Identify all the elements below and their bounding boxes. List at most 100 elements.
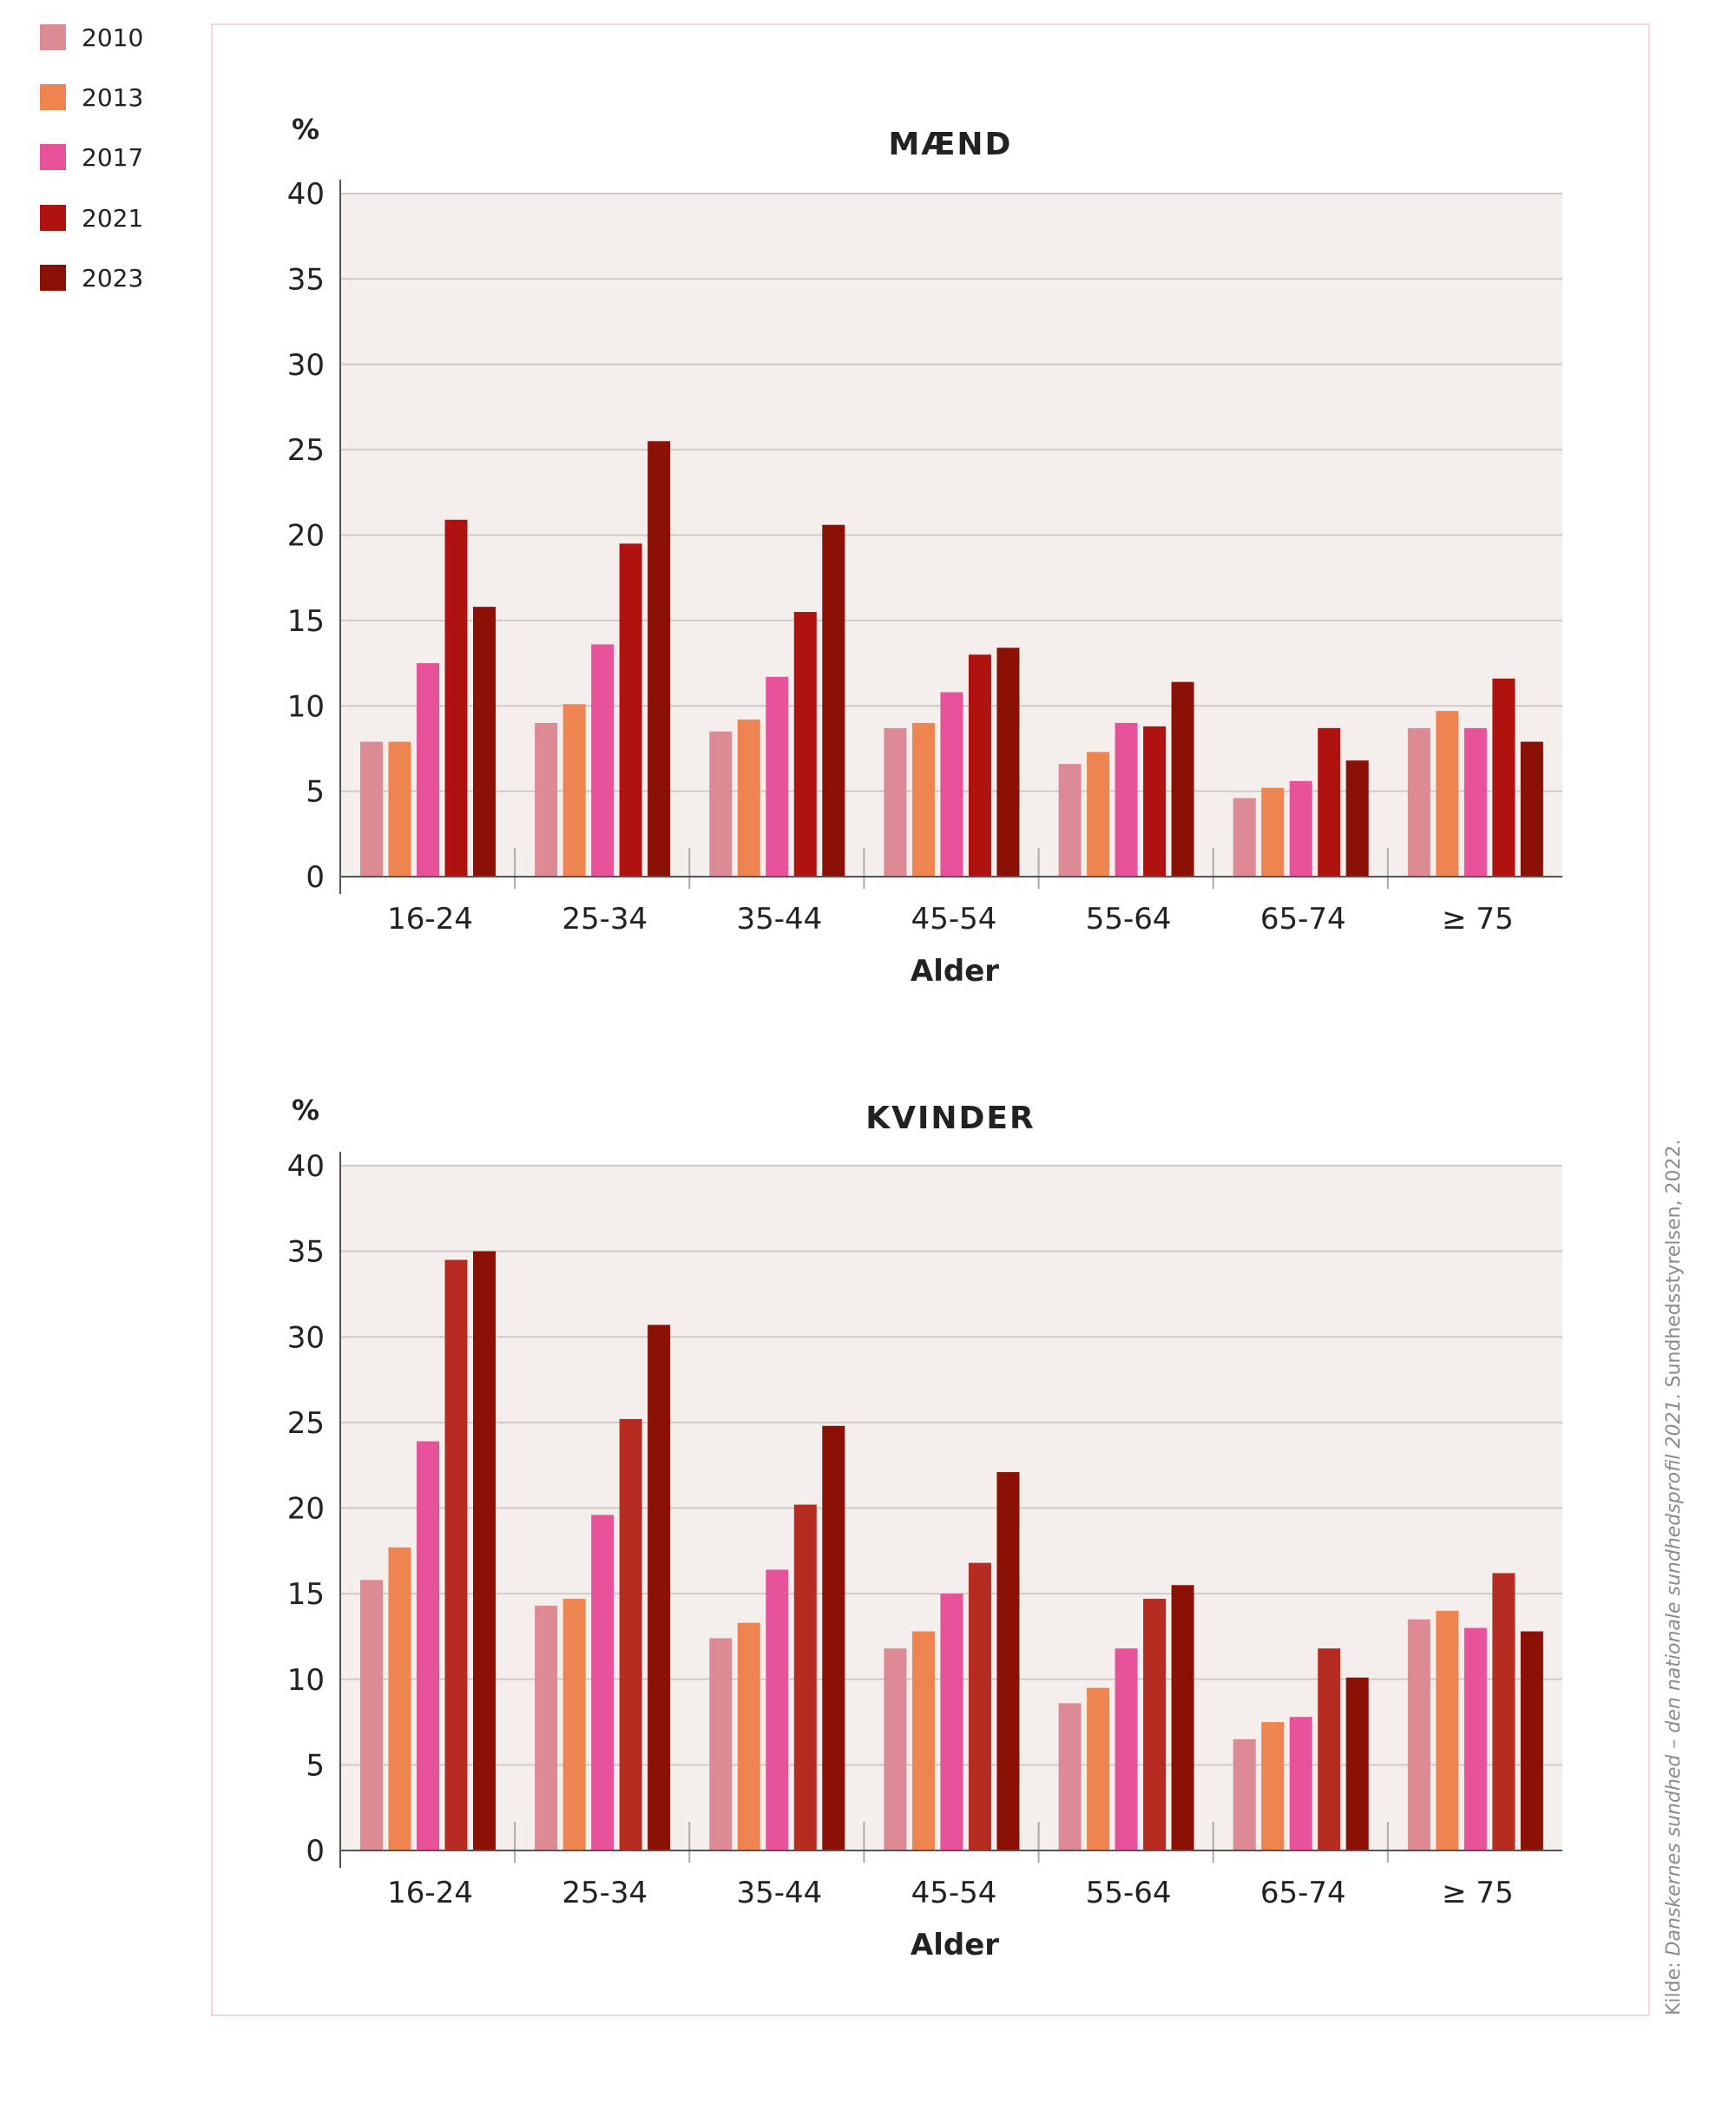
bar-2023-55-64 (1171, 681, 1194, 877)
bar-2021-≥ 75 (1492, 678, 1516, 877)
bar-2010-25-34 (535, 722, 558, 877)
bar-2023-25-34 (648, 1325, 671, 1850)
bar-2013-25-34 (562, 1599, 586, 1850)
bar-2021-16-24 (444, 519, 468, 877)
bar-2021-45-54 (968, 1562, 991, 1850)
y-tick-label: 5 (306, 1748, 325, 1783)
bar-2010-55-64 (1058, 1703, 1082, 1850)
x-axis-label: Alder (911, 1928, 999, 1962)
bar-2023-35-44 (822, 524, 845, 877)
bar-2013-55-64 (1087, 752, 1110, 877)
bar-2010-35-44 (709, 1638, 733, 1850)
y-tick-label: 10 (287, 689, 325, 724)
bar-2017-25-34 (591, 644, 615, 877)
y-tick-label: 15 (287, 604, 325, 639)
x-tick-label: 35-44 (736, 902, 822, 937)
bar-2010-45-54 (884, 727, 907, 877)
x-tick-label: 45-54 (911, 1876, 997, 1910)
x-tick-label: 25-34 (562, 902, 648, 937)
legend-swatch-2021 (40, 205, 66, 231)
y-tick-label: 30 (287, 1320, 325, 1355)
y-tick-label: 25 (287, 433, 325, 468)
x-tick-label: 35-44 (736, 1876, 822, 1910)
legend-label: 2023 (82, 264, 143, 293)
bar-2021-35-44 (793, 1504, 817, 1850)
bar-2023-≥ 75 (1520, 741, 1543, 877)
bar-2021-65-74 (1318, 1648, 1341, 1850)
bar-2013-≥ 75 (1436, 711, 1459, 877)
bar-2010-65-74 (1233, 798, 1256, 877)
y-tick-label: 25 (287, 1406, 325, 1441)
legend-label: 2013 (82, 83, 143, 112)
bar-2017-16-24 (417, 1441, 439, 1850)
y-axis-unit: % (292, 1094, 319, 1127)
x-tick-label: 16-24 (387, 902, 473, 937)
x-tick-label: 16-24 (387, 1876, 473, 1910)
y-tick-label: 40 (287, 1149, 325, 1184)
legend-swatch-2023 (40, 265, 66, 291)
bar-2010-35-44 (709, 731, 733, 877)
bar-2013-45-54 (911, 1631, 935, 1850)
bar-2023-35-44 (822, 1425, 845, 1850)
bar-2017-25-34 (591, 1515, 615, 1850)
y-tick-label: 0 (306, 1834, 325, 1869)
bar-2010-55-64 (1058, 764, 1082, 877)
legend-swatch-2010 (40, 24, 66, 50)
x-axis-label: Alder (911, 954, 999, 989)
bar-2023-65-74 (1345, 1677, 1369, 1850)
y-tick-label: 40 (287, 177, 325, 212)
y-tick-label: 10 (287, 1663, 325, 1698)
x-tick-label: 25-34 (562, 1876, 648, 1910)
bar-2013-25-34 (562, 704, 586, 877)
bar-2017-≥ 75 (1463, 727, 1487, 877)
bar-2010-≥ 75 (1407, 727, 1430, 877)
y-tick-label: 15 (287, 1577, 325, 1612)
bar-2017-65-74 (1289, 1717, 1312, 1850)
y-tick-label: 30 (287, 348, 325, 383)
x-tick-label: 45-54 (911, 902, 997, 937)
bar-2013-65-74 (1261, 1722, 1285, 1850)
bar-2023-16-24 (473, 1251, 496, 1850)
bar-2013-65-74 (1261, 787, 1285, 877)
x-tick-label: 65-74 (1260, 902, 1346, 937)
bar-2023-≥ 75 (1520, 1631, 1543, 1850)
source-note: Kilde: Danskernes sundhed – den national… (1663, 1140, 1685, 2015)
y-tick-label: 0 (306, 860, 325, 895)
bar-2017-≥ 75 (1463, 1627, 1487, 1850)
bar-2021-55-64 (1143, 1599, 1167, 1850)
bar-2013-35-44 (737, 719, 760, 877)
bar-2021-35-44 (793, 612, 817, 877)
x-tick-label: ≥ 75 (1442, 902, 1514, 937)
chart-title: KVINDER (865, 1101, 1035, 1136)
y-tick-label: 20 (287, 1492, 325, 1527)
legend-swatch-2017 (40, 144, 66, 170)
bar-2021-55-64 (1143, 726, 1167, 877)
x-tick-label: 55-64 (1086, 902, 1172, 937)
bar-2013-55-64 (1087, 1687, 1110, 1850)
bar-2023-16-24 (473, 607, 496, 877)
bar-2023-65-74 (1345, 760, 1369, 877)
bar-2017-65-74 (1289, 780, 1312, 877)
bar-2021-≥ 75 (1492, 1573, 1516, 1850)
x-tick-label: 65-74 (1260, 1876, 1346, 1910)
y-tick-label: 5 (306, 775, 325, 810)
bar-2017-45-54 (940, 692, 963, 877)
bar-2013-16-24 (388, 741, 411, 877)
y-tick-label: 35 (287, 1235, 325, 1270)
bar-2010-45-54 (884, 1648, 907, 1850)
bar-2023-45-54 (996, 1472, 1020, 1850)
bar-2017-45-54 (940, 1594, 963, 1850)
bar-2023-45-54 (996, 647, 1020, 877)
bar-2017-35-44 (766, 1569, 789, 1850)
x-tick-label: ≥ 75 (1442, 1876, 1514, 1910)
bar-2010-≥ 75 (1407, 1619, 1430, 1850)
legend: 2010 2013 2017 2021 2023 (40, 23, 143, 293)
legend-label: 2021 (82, 204, 143, 233)
chart-maend: 0 5 10 15 20 25 30 35 40% MÆND 16-24 25-34 35-44 45-5… (287, 113, 1562, 989)
bar-2017-35-44 (766, 676, 789, 877)
bar-2023-55-64 (1171, 1585, 1194, 1850)
bar-2021-25-34 (619, 543, 642, 877)
bar-2017-55-64 (1115, 722, 1138, 877)
legend-swatch-2013 (40, 84, 66, 110)
